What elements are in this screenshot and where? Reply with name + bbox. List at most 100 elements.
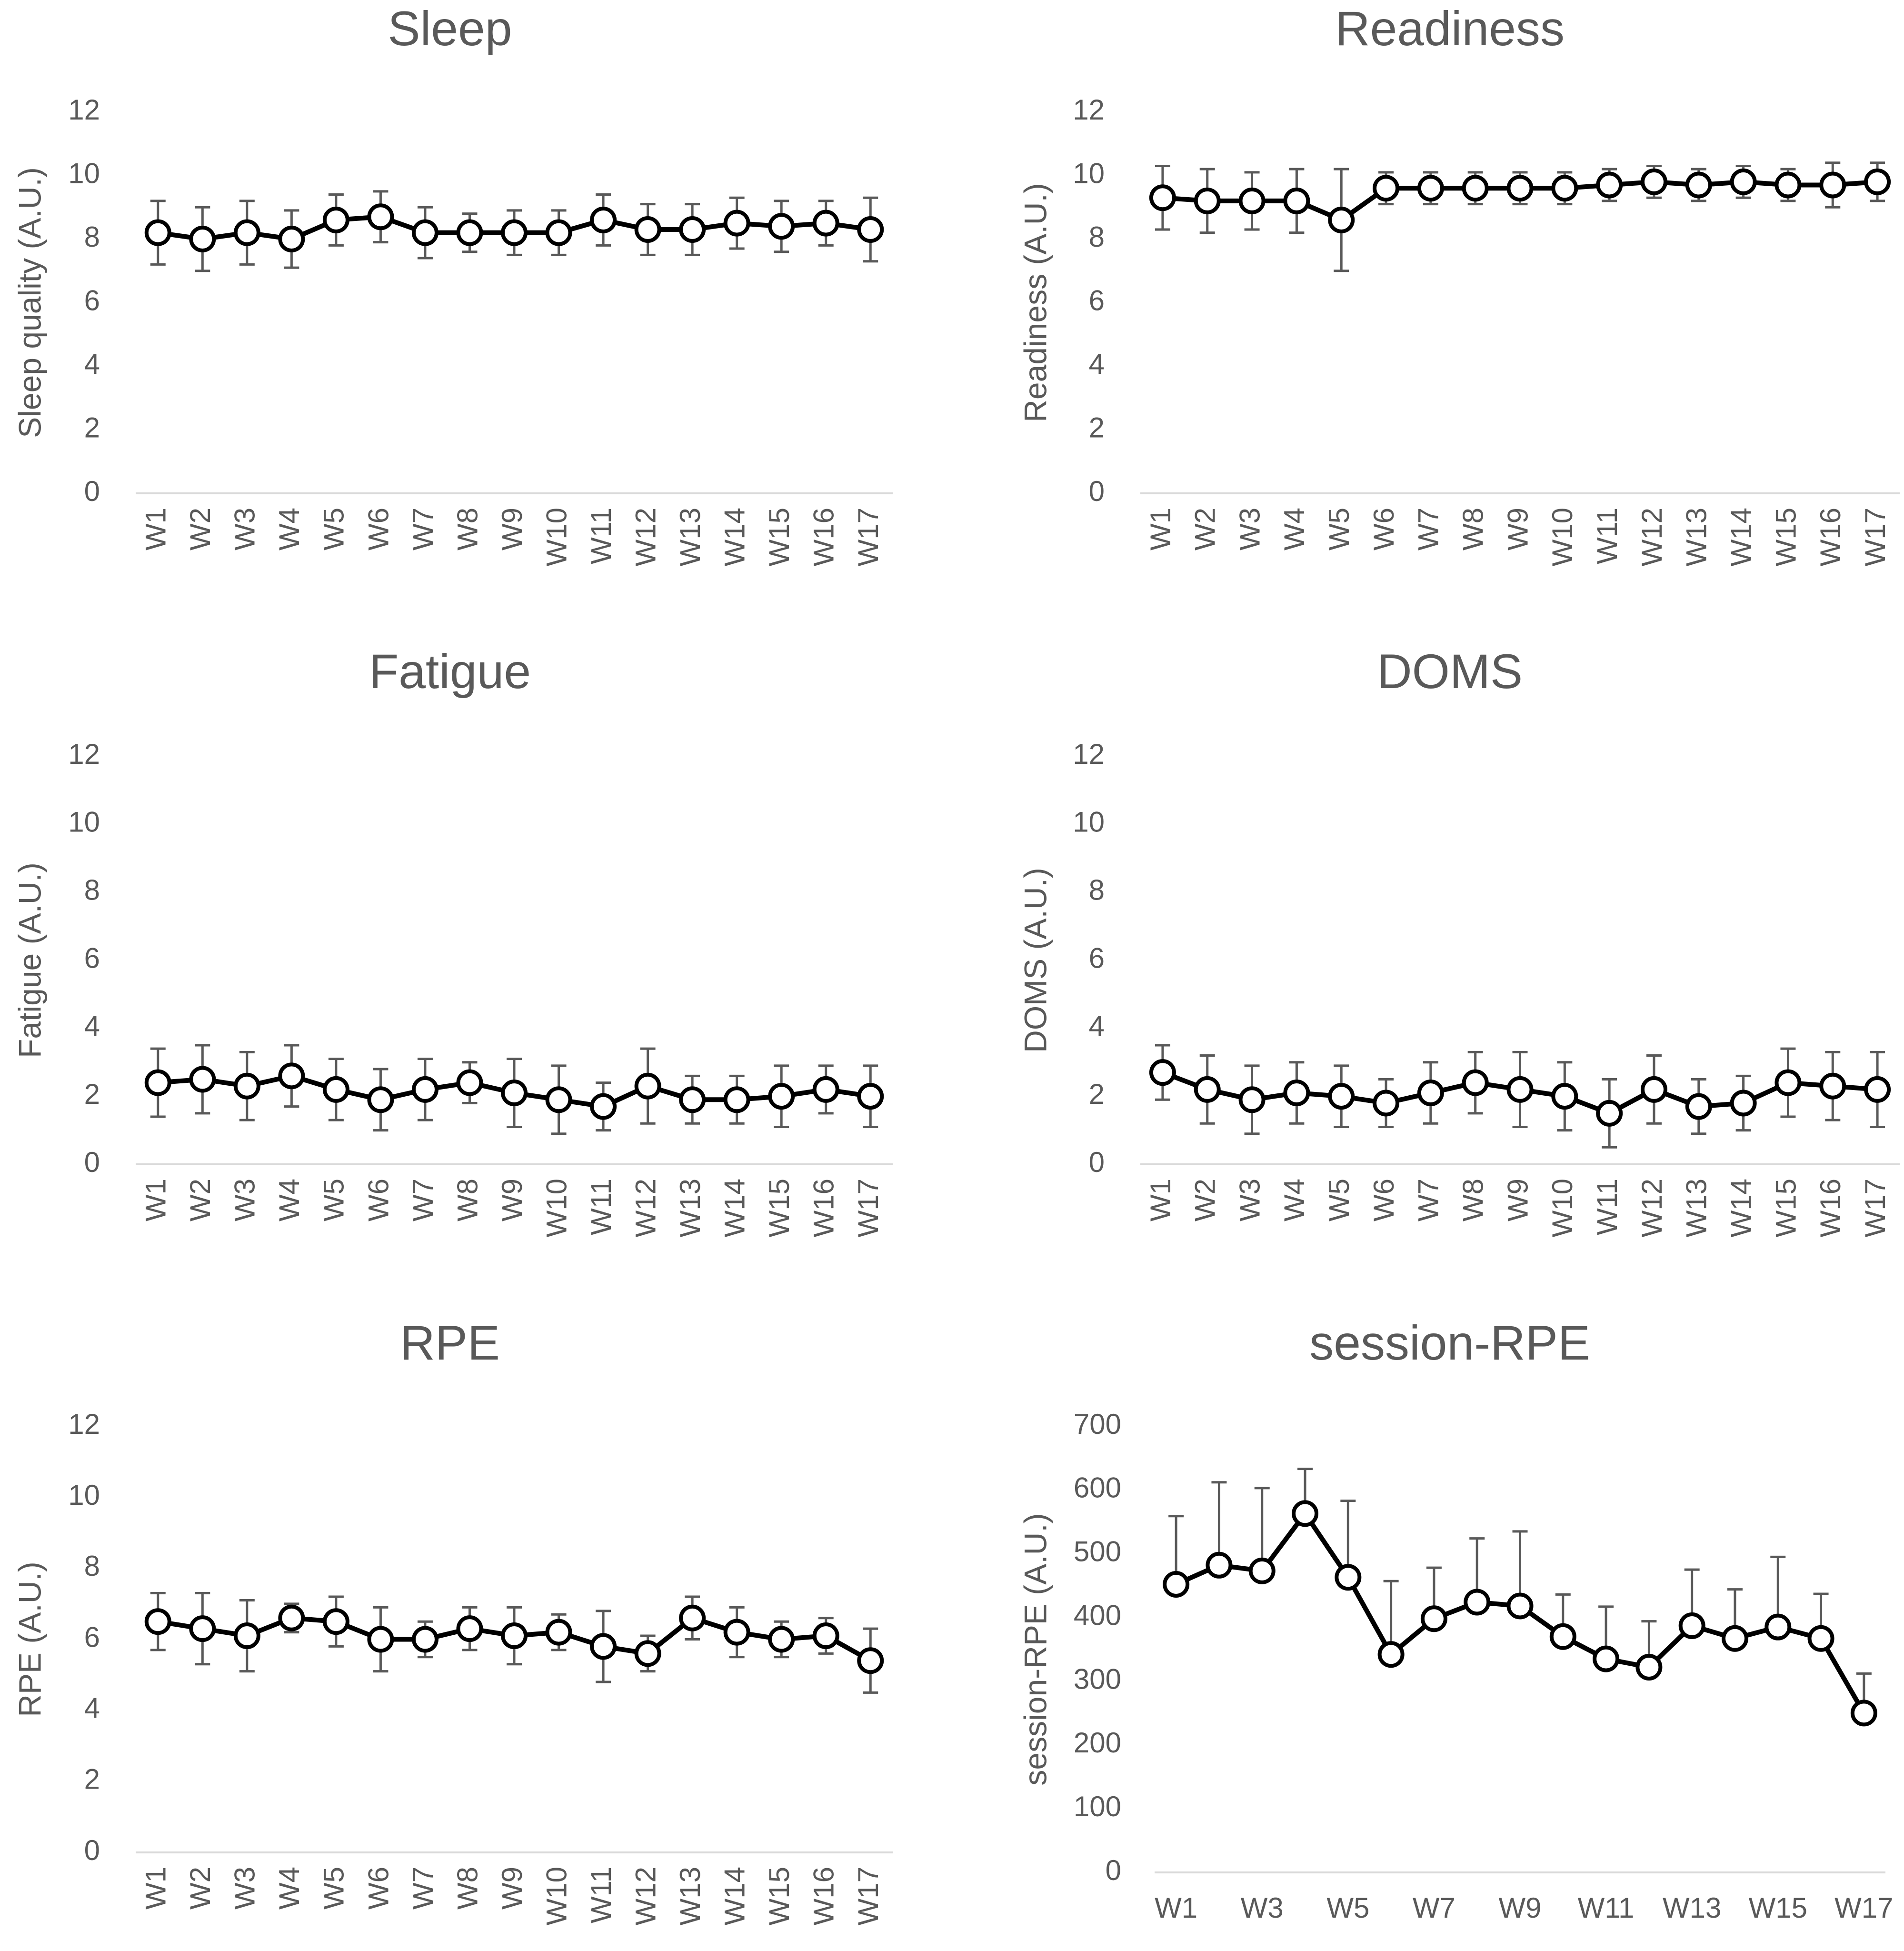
y-tick-label: 500 xyxy=(1074,1536,1121,1568)
data-point xyxy=(1283,1080,1310,1107)
y-tick-label: 0 xyxy=(84,475,100,507)
x-tick-label: W6 xyxy=(362,1179,394,1221)
x-tick-label: W9 xyxy=(1499,1892,1542,1924)
data-point xyxy=(501,219,528,246)
data-point xyxy=(501,1080,528,1107)
y-axis-label: session-RPE (A.U.) xyxy=(1017,1513,1053,1785)
x-tick-label: W2 xyxy=(1189,1179,1221,1221)
data-point xyxy=(1149,1059,1176,1086)
data-point xyxy=(367,1086,394,1113)
data-point xyxy=(233,1622,260,1650)
data-point xyxy=(278,1062,305,1090)
data-point xyxy=(322,206,349,233)
x-tick-label: W11 xyxy=(1591,1179,1623,1235)
x-tick-label: W11 xyxy=(1591,508,1623,564)
data-point xyxy=(1464,1589,1491,1616)
data-point xyxy=(1596,171,1623,199)
data-point xyxy=(1238,187,1266,214)
y-tick-label: 6 xyxy=(84,284,100,316)
data-point xyxy=(189,226,216,252)
y-tick-label: 700 xyxy=(1074,1408,1121,1440)
x-tick-label: W10 xyxy=(1546,508,1578,566)
data-point xyxy=(1730,168,1757,195)
data-point xyxy=(679,1086,706,1113)
y-tick-label: 4 xyxy=(84,1010,100,1042)
data-point xyxy=(590,1633,617,1660)
x-tick-label: W1 xyxy=(1145,1179,1176,1221)
x-tick-label: W3 xyxy=(1234,1179,1266,1221)
y-tick-label: 0 xyxy=(1089,1146,1105,1178)
y-tick-label: 10 xyxy=(1073,806,1105,838)
x-tick-label: W15 xyxy=(763,1179,795,1237)
x-tick-label: W3 xyxy=(229,1867,261,1910)
data-point xyxy=(1807,1625,1834,1652)
data-point xyxy=(1506,1592,1534,1620)
x-tick-label: W8 xyxy=(1457,508,1489,550)
x-tick-label: W14 xyxy=(718,1867,750,1925)
x-tick-label: W11 xyxy=(585,1867,617,1923)
y-axis-label: Fatigue (A.U.) xyxy=(12,862,47,1058)
x-tick-label: W8 xyxy=(451,1867,483,1910)
x-tick-label: W13 xyxy=(674,508,706,566)
data-point xyxy=(411,219,439,246)
y-tick-label: 2 xyxy=(84,411,100,443)
x-tick-label: W3 xyxy=(229,1179,261,1221)
chart-title: Sleep xyxy=(388,1,512,56)
x-tick-label: W4 xyxy=(273,1867,305,1910)
data-point xyxy=(857,1647,884,1674)
data-point xyxy=(144,1608,171,1635)
x-tick-label: W10 xyxy=(540,1179,572,1237)
x-tick-label: W9 xyxy=(496,1867,528,1910)
x-tick-label: W17 xyxy=(852,1867,884,1925)
y-tick-label: 2 xyxy=(84,1078,100,1110)
data-point xyxy=(456,219,483,246)
x-tick-label: W13 xyxy=(674,1179,706,1237)
x-tick-label: W11 xyxy=(585,1179,617,1235)
x-tick-label: W2 xyxy=(184,1867,216,1910)
data-point xyxy=(1640,1076,1667,1103)
data-point xyxy=(857,216,884,243)
x-tick-label: W12 xyxy=(1636,508,1668,566)
y-axis-label: Readiness (A.U.) xyxy=(1017,183,1053,422)
x-tick-label: W4 xyxy=(273,508,305,550)
data-point xyxy=(233,1072,260,1100)
x-tick-label: W13 xyxy=(1681,1179,1713,1237)
x-tick-label: W7 xyxy=(407,1179,439,1221)
chart-title: RPE xyxy=(400,1316,500,1370)
data-point xyxy=(768,1626,795,1653)
x-tick-label: W17 xyxy=(1834,1892,1893,1924)
x-tick-label: W16 xyxy=(808,1867,840,1925)
data-point xyxy=(456,1615,483,1642)
x-tick-label: W10 xyxy=(1546,1179,1578,1237)
chart-panel-readiness: Readiness Readiness (A.U.) 0 2 4 6 8 10 12 W1 W2 W3… xyxy=(1017,1,1900,566)
x-tick-label: W9 xyxy=(496,508,528,550)
data-point xyxy=(634,1640,661,1667)
data-point xyxy=(1462,1069,1489,1096)
data-point xyxy=(411,1076,439,1103)
x-tick-label: W7 xyxy=(407,1867,439,1910)
data-point xyxy=(1335,1564,1362,1591)
data-point xyxy=(1730,1090,1757,1117)
x-tick-label: W17 xyxy=(1859,508,1891,566)
data-point xyxy=(1640,168,1667,195)
y-tick-label: 200 xyxy=(1074,1727,1121,1759)
x-tick-label: W9 xyxy=(1502,1179,1534,1221)
x-tick-label: W5 xyxy=(1323,1179,1355,1221)
x-tick-label: W4 xyxy=(1278,1179,1310,1221)
chart-title: Fatigue xyxy=(369,644,531,699)
y-tick-label: 4 xyxy=(84,1692,100,1724)
data-point xyxy=(233,219,260,246)
y-tick-label: 4 xyxy=(84,348,100,380)
data-point xyxy=(144,1069,171,1096)
data-point xyxy=(812,1622,839,1650)
x-tick-label: W14 xyxy=(718,1179,750,1237)
x-tick-label: W11 xyxy=(585,508,617,564)
data-point xyxy=(1551,175,1578,202)
y-tick-label: 4 xyxy=(1089,348,1105,380)
y-tick-label: 8 xyxy=(84,1550,100,1582)
data-point xyxy=(1292,1500,1319,1527)
data-point xyxy=(812,210,839,237)
data-point xyxy=(679,216,706,243)
